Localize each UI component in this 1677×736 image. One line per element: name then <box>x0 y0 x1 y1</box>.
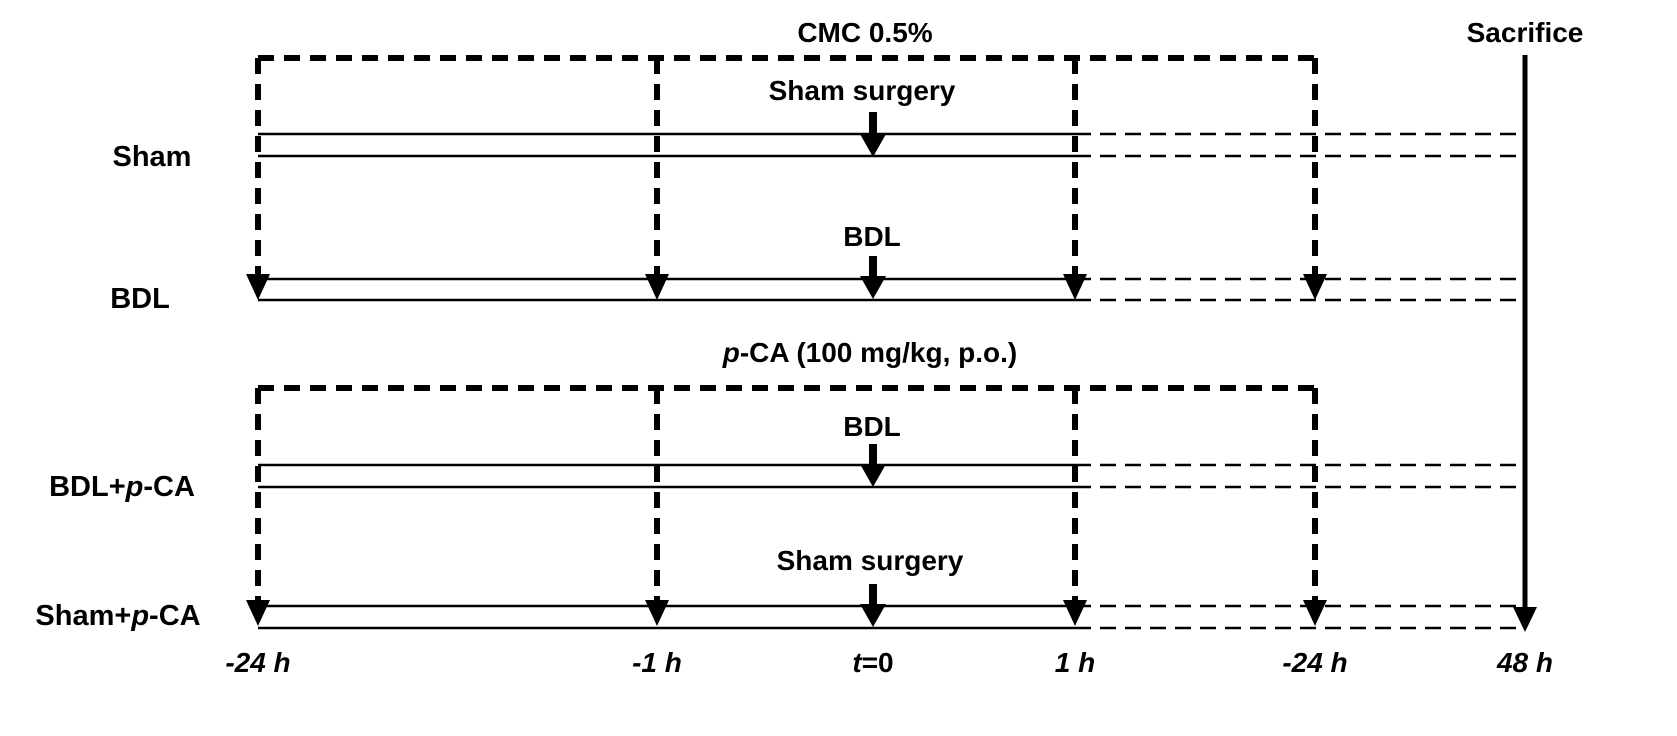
group-row-sham: Sham Sham surgery <box>113 75 1525 173</box>
treatment-dosing-box <box>255 385 1318 605</box>
event-arrowhead <box>860 276 886 299</box>
group-row-bdl-pca: BDL+p-CA BDL <box>49 411 1525 503</box>
timepoint-label: -24 h <box>1282 647 1347 678</box>
group-row-sham-pca: Sham+p-CA Sham surgery <box>35 545 1525 632</box>
sacrifice-label: Sacrifice <box>1467 17 1584 48</box>
event-label: Sham surgery <box>769 75 956 106</box>
event-label: Sham surgery <box>777 545 964 576</box>
timepoint-label: 48 h <box>1496 647 1553 678</box>
event-label: BDL <box>843 221 901 252</box>
treatment-dose-arrowheads <box>246 600 1327 626</box>
time-axis: -24 h -1 h t=0 1 h -24 h 48 h <box>225 647 1553 678</box>
timepoint-label: t=0 <box>852 647 893 678</box>
group-label: BDL+p-CA <box>49 471 195 503</box>
group-label: Sham <box>113 141 192 173</box>
event-arrowhead <box>860 134 886 157</box>
vehicle-label: CMC 0.5% <box>797 17 932 48</box>
sacrifice-arrowhead <box>1513 607 1537 632</box>
timepoint-label: -1 h <box>632 647 682 678</box>
event-arrowhead <box>860 464 886 487</box>
vehicle-dose-arrowheads <box>246 274 1327 300</box>
event-label: BDL <box>843 411 901 442</box>
treatment-label: p-CA (100 mg/kg, p.o.) <box>722 337 1018 368</box>
vehicle-dosing-box <box>255 55 1318 280</box>
timepoint-label: -24 h <box>225 647 290 678</box>
group-label: Sham+p-CA <box>35 600 200 632</box>
timepoint-label: 1 h <box>1055 647 1095 678</box>
group-row-bdl: BDL BDL <box>110 221 1525 315</box>
event-arrowhead <box>860 604 886 627</box>
group-label: BDL <box>110 283 170 315</box>
